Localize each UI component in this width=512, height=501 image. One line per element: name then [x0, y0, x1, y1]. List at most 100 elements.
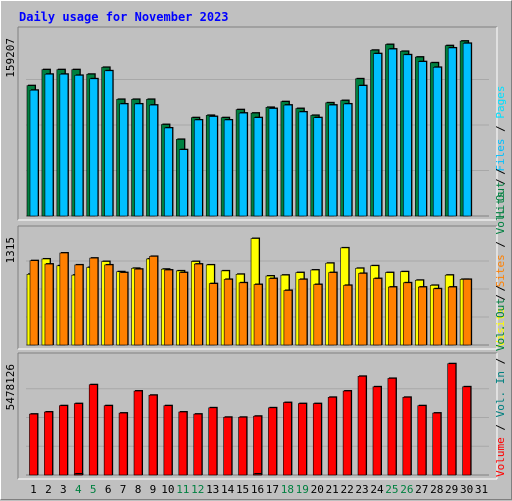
bar-sites-day-10: [164, 269, 173, 346]
bar-volume-day-6: [103, 405, 113, 476]
bar-volume-day-20: [312, 403, 322, 476]
bar-sites-day-23: [358, 273, 367, 346]
bar-volume-day-7: [118, 412, 128, 476]
day-label-12: 12: [191, 483, 204, 496]
legend-entry: Files: [494, 139, 507, 172]
bar-sites-day-13: [208, 283, 218, 346]
legend-entry: Vol. In: [494, 371, 507, 417]
bar-volume-day-16: [253, 415, 262, 476]
legend-entry: Visits: [494, 307, 507, 347]
bar-files-day-19: [298, 111, 308, 217]
bar-sites-day-16: [253, 284, 263, 346]
bar-files-day-25: [388, 48, 397, 217]
bar-files-day-12: [193, 119, 203, 217]
day-label-6: 6: [105, 483, 112, 496]
bar-sites-day-22: [343, 285, 352, 346]
bar-files-day-14: [223, 119, 233, 217]
bar-files-day-17: [268, 108, 278, 217]
day-label-14: 14: [221, 483, 235, 496]
y-max-label-visits-sites: 1315: [4, 237, 17, 264]
bar-volume-day-22: [342, 390, 352, 476]
day-label-20: 20: [311, 483, 324, 496]
day-label-29: 29: [445, 483, 458, 496]
bar-files-day-21: [328, 104, 338, 217]
bar-files-day-23: [358, 85, 367, 217]
bar-files-day-24: [373, 53, 382, 217]
bar-files-day-10: [164, 127, 173, 217]
chart-title: Daily usage for November 2023: [19, 10, 229, 24]
bar-files-day-8: [134, 103, 143, 217]
day-label-31: 31: [475, 483, 488, 496]
bar-files-day-26: [403, 54, 412, 217]
bar-files-day-16: [253, 117, 263, 217]
bar-files-day-6: [104, 70, 113, 217]
bar-files-day-7: [119, 103, 128, 217]
bar-files-day-15: [238, 112, 248, 217]
bar-volume-day-9: [148, 394, 158, 476]
bar-sites-day-18: [283, 290, 293, 346]
bar-sites-day-17: [268, 278, 278, 346]
bar-volume-day-23: [357, 376, 367, 476]
panel-volume: 5478126 Volume / Vol. In / Vol. Out /: [4, 285, 507, 480]
bar-files-day-30: [462, 43, 472, 217]
bar-volume-day-25: [387, 378, 397, 476]
bar-volume-day-2: [44, 411, 53, 476]
panel-visits-sites: 1315 Visits / Sites / Vol. Out /: [4, 168, 507, 350]
bar-files-day-2: [44, 73, 54, 217]
bar-files-day-20: [313, 117, 323, 217]
bar-files-day-29: [447, 47, 457, 217]
panels-layer: 159207 Hits / Files / Pages 1315 Visits / S…: [4, 26, 507, 480]
day-label-10: 10: [161, 483, 174, 496]
bar-volume-day-15: [238, 416, 247, 476]
bar-files-day-27: [418, 61, 427, 217]
bar-sites-day-4: [74, 264, 84, 346]
y-max-label-hits-files: 159207: [4, 38, 17, 78]
bar-sites-day-19: [298, 279, 308, 346]
y-max-label-volume: 5478126: [4, 364, 17, 410]
bar-sites-day-24: [373, 278, 382, 346]
legend-entry: Hits: [494, 192, 507, 219]
day-label-5: 5: [90, 483, 97, 496]
bar-sites-day-2: [44, 263, 54, 346]
bar-sites-day-28: [432, 288, 442, 346]
bar-files-day-9: [149, 104, 158, 217]
bar-vol-in-day-16: [253, 473, 262, 476]
bar-volume-day-1: [29, 413, 38, 476]
legend-volume: Volume / Vol. In / Vol. Out /: [494, 285, 507, 477]
bar-volume-day-11: [178, 411, 188, 476]
bar-sites-day-5: [89, 257, 99, 346]
day-label-24: 24: [370, 483, 384, 496]
day-label-25: 25: [385, 483, 398, 496]
legend-entry: Pages: [494, 86, 507, 119]
day-label-2: 2: [45, 483, 52, 496]
day-label-19: 19: [296, 483, 309, 496]
day-label-11: 11: [176, 483, 189, 496]
bar-sites-day-12: [193, 263, 203, 346]
bar-sites-day-29: [447, 286, 457, 346]
bar-sites-day-27: [418, 286, 427, 346]
day-label-18: 18: [281, 483, 294, 496]
bar-sites-day-11: [179, 272, 188, 346]
day-label-15: 15: [236, 483, 249, 496]
bar-sites-day-1: [29, 260, 39, 346]
bar-files-day-18: [283, 104, 293, 217]
day-label-23: 23: [355, 483, 368, 496]
bar-sites-day-25: [388, 286, 397, 346]
day-labels-layer: 1 2 3 4 5 6 7 8 9 10 11 12 13 14 15 16 17 18 19 20 21 22 23 24 2…: [30, 483, 488, 496]
bar-files-day-1: [29, 89, 39, 217]
bar-volume-day-26: [402, 397, 412, 476]
legend-separator: /: [494, 285, 507, 298]
legend-entry: Vol. Out: [494, 298, 507, 351]
day-label-21: 21: [326, 483, 339, 496]
day-label-16: 16: [251, 483, 264, 496]
bar-volume-day-21: [327, 397, 337, 476]
bar-volume-day-17: [268, 407, 277, 476]
day-label-26: 26: [400, 483, 413, 496]
bar-volume-day-13: [208, 407, 217, 476]
bar-sites-day-15: [238, 282, 248, 346]
legend-separator: /: [494, 417, 507, 437]
bar-files-day-22: [343, 103, 352, 217]
bar-sites-day-3: [59, 252, 69, 346]
legend-hits-files: Hits / Files / Pages: [494, 86, 507, 219]
